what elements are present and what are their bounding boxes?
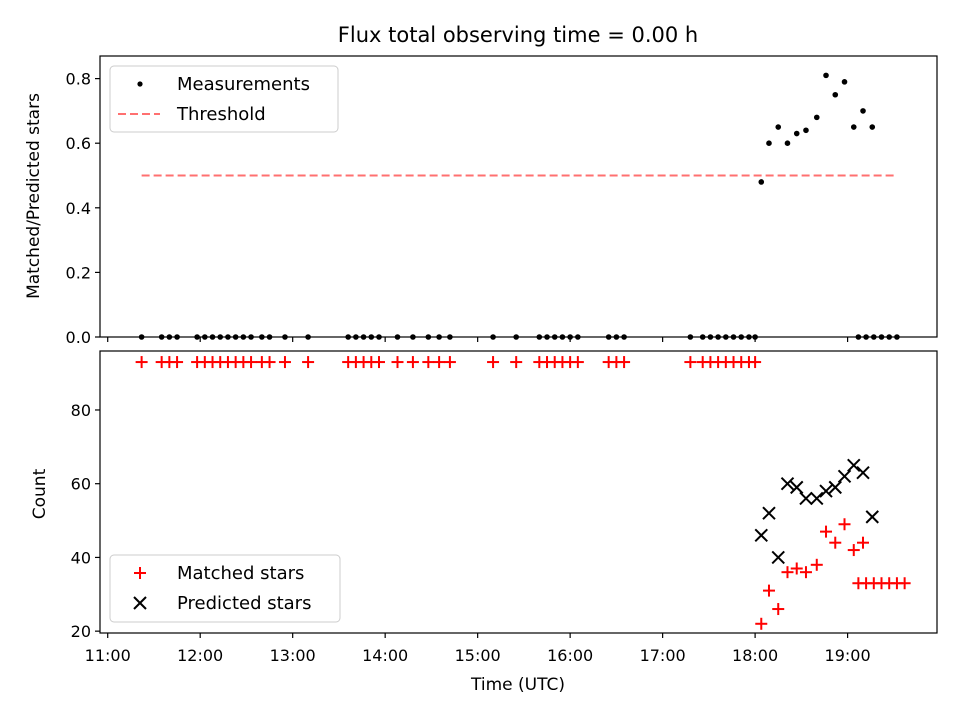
matched-star-point: [781, 566, 794, 579]
predicted-star-point: [780, 476, 795, 491]
measurement-point: [850, 124, 857, 130]
matched-star-point: [810, 558, 823, 571]
matched-star-point: [790, 562, 803, 575]
matched-star-point: [302, 356, 315, 369]
predicted-star-point: [865, 510, 879, 524]
matched-star-point: [799, 566, 812, 579]
predicted-star-point: [837, 469, 852, 484]
predicted-star-point: [790, 480, 804, 495]
y-tick-label: 0.4: [66, 199, 91, 218]
top-panel: Flux total observing time = 0.00 h 0.00.…: [24, 23, 938, 347]
measurement-point: [784, 140, 791, 147]
matched-star-point: [838, 518, 851, 531]
bottom-series-layer: [135, 356, 911, 630]
matched-star-point: [510, 356, 523, 369]
legend-measurements-label: Measurements: [177, 74, 310, 95]
predicted-star-point: [847, 458, 861, 472]
top-y-axis-label: Matched/Predicted stars: [24, 93, 44, 299]
predicted-star-point: [754, 528, 768, 543]
x-tick-label: 11:00: [85, 646, 131, 665]
measurement-point: [793, 130, 800, 137]
x-tick-label: 13:00: [270, 646, 316, 665]
measurement-point: [841, 79, 848, 85]
matched-star-point: [618, 356, 631, 369]
matched-star-point: [433, 356, 446, 369]
measurement-point: [766, 140, 772, 147]
legend-measurements-marker: [137, 81, 143, 87]
y-tick-label: 0.8: [66, 70, 91, 89]
matched-star-point: [391, 356, 404, 369]
matched-star-point: [373, 356, 385, 369]
matched-star-point: [684, 356, 697, 369]
measurement-point: [869, 124, 876, 130]
matched-star-point: [245, 356, 258, 369]
y-tick-label: 40: [71, 548, 91, 567]
matched-star-point: [487, 356, 500, 369]
bottom-legend: Matched stars Predicted stars: [109, 554, 341, 623]
measurement-point: [823, 72, 829, 79]
measurement-point: [832, 91, 839, 98]
y-tick-label: 60: [71, 475, 91, 494]
matched-star-point: [422, 356, 435, 369]
x-tick-label: 17:00: [640, 646, 686, 665]
y-tick-label: 20: [71, 622, 91, 641]
matched-star-point: [571, 356, 584, 369]
matched-star-point: [749, 356, 762, 369]
matched-star-point: [263, 356, 276, 369]
measurement-point: [813, 114, 820, 121]
measurement-point: [860, 108, 866, 114]
legend-predicted-marker: [133, 596, 147, 610]
bottom-y-axis-label: Count: [30, 468, 50, 519]
top-plot-frame: [99, 55, 938, 338]
top-legend: Measurements Threshold: [109, 65, 339, 133]
matched-star-point: [278, 356, 291, 369]
measurement-point: [775, 124, 782, 130]
top-y-axis: 0.0 0.2 0.4 0.6 0.8: [66, 70, 100, 347]
bottom-y-axis: 20 40 60 80: [71, 401, 100, 641]
predicted-star-point: [799, 491, 813, 506]
legend-matched-marker: [134, 567, 146, 579]
top-x-ticks: [107, 337, 849, 342]
matched-star-point: [898, 577, 911, 590]
predicted-star-point: [762, 506, 776, 520]
matched-star-point: [762, 584, 775, 597]
y-tick-label: 0.2: [66, 263, 91, 282]
matched-star-point: [857, 536, 870, 549]
x-axis-label: Time (UTC): [470, 675, 565, 695]
x-tick-label: 12:00: [177, 646, 223, 665]
matched-star-point: [406, 356, 419, 369]
matched-star-point: [171, 356, 184, 369]
x-tick-label: 14:00: [362, 646, 408, 665]
y-tick-label: 80: [71, 401, 91, 420]
matched-star-point: [443, 356, 456, 369]
predicted-star-point: [828, 480, 842, 495]
measurement-point: [803, 127, 809, 134]
predicted-star-point: [819, 484, 833, 498]
x-tick-label: 19:00: [825, 646, 871, 665]
matched-star-point: [135, 356, 148, 369]
y-tick-label: 0.0: [66, 328, 91, 347]
predicted-star-point: [771, 550, 785, 565]
matched-star-point: [772, 603, 785, 616]
x-tick-label: 15:00: [455, 646, 501, 665]
legend-predicted-label: Predicted stars: [177, 593, 311, 614]
x-tick-label: 16:00: [547, 646, 593, 665]
matched-star-point: [755, 617, 768, 630]
measurement-point: [758, 179, 765, 185]
matched-star-point: [847, 544, 860, 557]
predicted-star-point: [810, 491, 824, 506]
bottom-x-axis: 11:00 12:00 13:00 14:00 15:00 16:00 17:00 18:00…: [85, 633, 871, 665]
matched-star-point: [820, 525, 833, 538]
chart-title: Flux total observing time = 0.00 h: [338, 23, 698, 47]
predicted-star-point: [856, 465, 870, 480]
x-tick-label: 18:00: [732, 646, 778, 665]
bottom-plot-frame: [99, 350, 938, 634]
matched-star-point: [829, 536, 842, 549]
legend-matched-label: Matched stars: [177, 563, 304, 584]
legend-threshold-label: Threshold: [176, 104, 266, 125]
y-tick-label: 0.6: [66, 134, 91, 153]
